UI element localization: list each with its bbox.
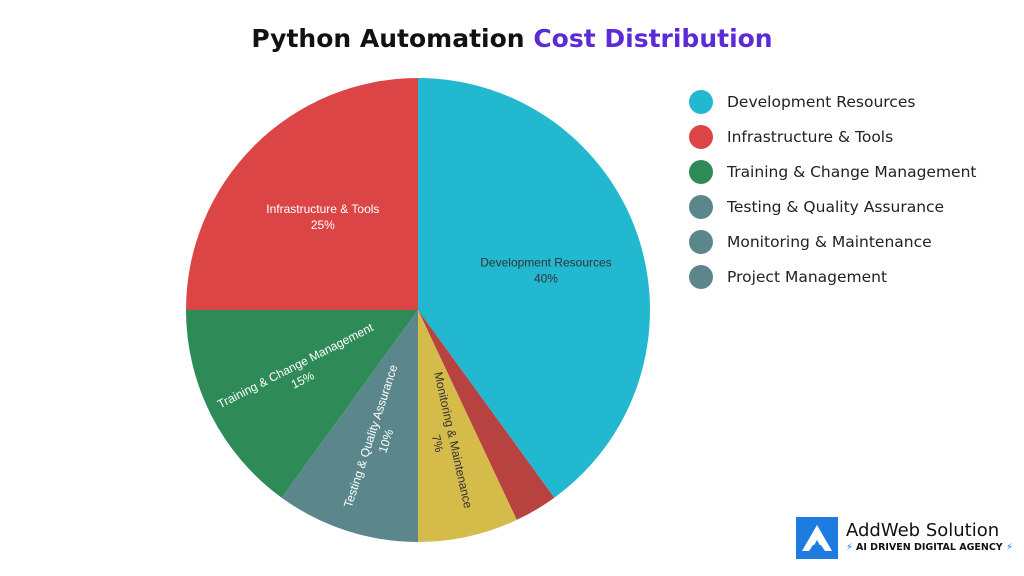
slice-percent-label: 7% [429, 434, 447, 454]
title-part1: Python Automation [251, 24, 525, 53]
slice-label: Development Resources 40% [480, 255, 611, 285]
legend-label: Project Management [727, 267, 888, 286]
pie-slice[interactable] [418, 78, 650, 498]
logo-tagline: AI DRIVEN DIGITAL AGENCY [855, 542, 1003, 553]
addweb-logo: AddWeb Solution ⚡ AI DRIVEN DIGITAL AGEN… [796, 517, 1013, 559]
legend-item[interactable]: Training & Change Management [689, 154, 976, 189]
legend: Development Resources Infrastructure & T… [689, 84, 976, 294]
legend-label: Infrastructure & Tools [727, 127, 894, 146]
pie-slice[interactable] [418, 310, 555, 520]
slice-percent-label: 25% [311, 218, 335, 232]
legend-label: Testing & Quality Assurance [727, 197, 945, 216]
legend-item[interactable]: Monitoring & Maintenance [689, 224, 976, 259]
pie-slice[interactable] [186, 78, 418, 310]
legend-dot [689, 159, 713, 184]
legend-item[interactable]: Infrastructure & Tools [689, 119, 976, 154]
legend-label: Monitoring & Maintenance [727, 232, 932, 251]
slice-name-label: Development Resources [480, 255, 611, 269]
chart-title: Python Automation Cost Distribution [0, 24, 1024, 53]
legend-item[interactable]: Project Management [689, 259, 976, 294]
legend-dot [689, 229, 713, 254]
slice-percent-label: 40% [534, 271, 558, 285]
legend-dot [689, 194, 713, 219]
legend-dot [689, 124, 713, 149]
bolt-icon: ⚡ [846, 542, 853, 553]
legend-dot [689, 89, 713, 114]
legend-label: Training & Change Management [727, 162, 977, 181]
logo-name: AddWeb Solution [846, 520, 1000, 541]
legend-dot [689, 264, 713, 289]
logo-a-icon [796, 517, 838, 559]
slice-name-label: Infrastructure & Tools [266, 202, 379, 216]
pie-slice[interactable] [281, 310, 418, 542]
pie-slice[interactable] [186, 310, 418, 498]
slice-label: Infrastructure & Tools 25% [266, 202, 379, 232]
title-part2: Cost Distribution [533, 24, 773, 53]
bolt-icon: ⚡ [1005, 542, 1013, 553]
legend-label: Development Resources [727, 92, 916, 111]
legend-item[interactable]: Development Resources [689, 84, 976, 119]
legend-item[interactable]: Testing & Quality Assurance [689, 189, 976, 224]
pie-slice[interactable] [418, 310, 517, 542]
